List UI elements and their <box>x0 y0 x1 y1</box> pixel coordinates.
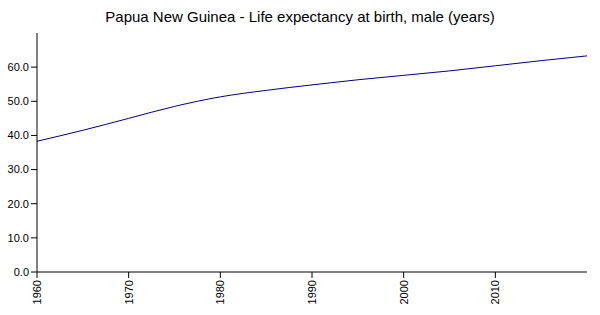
svg-text:20.0: 20.0 <box>8 198 29 210</box>
svg-text:2000: 2000 <box>398 280 410 304</box>
svg-text:10.0: 10.0 <box>8 232 29 244</box>
svg-text:2010: 2010 <box>489 280 501 304</box>
svg-text:40.0: 40.0 <box>8 129 29 141</box>
svg-text:1980: 1980 <box>214 280 226 304</box>
svg-text:1970: 1970 <box>123 280 135 304</box>
svg-text:30.0: 30.0 <box>8 163 29 175</box>
html-text:Papua New Guinea - Life expect: Papua New Guinea - Life expectancy at bi… <box>105 8 495 25</box>
svg-text:50.0: 50.0 <box>8 95 29 107</box>
svg-text:1960: 1960 <box>31 280 43 304</box>
svg-text:1990: 1990 <box>306 280 318 304</box>
svg-text:60.0: 60.0 <box>8 61 29 73</box>
svg-text:0.0: 0.0 <box>14 266 29 278</box>
